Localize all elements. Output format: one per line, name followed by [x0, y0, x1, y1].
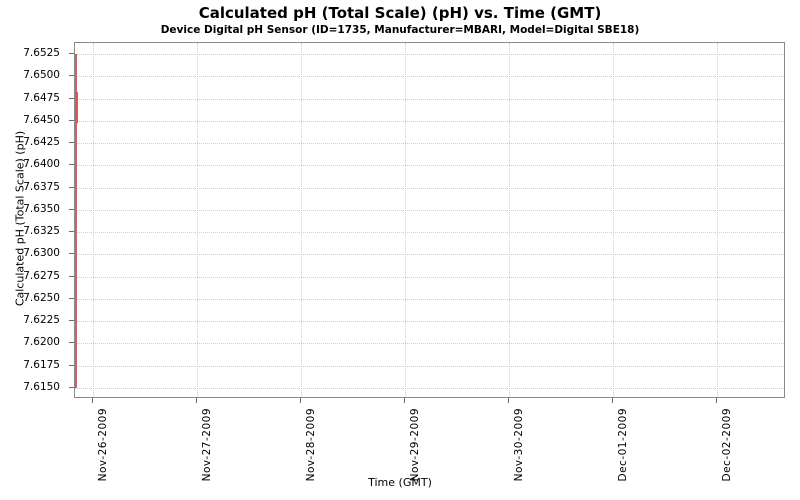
y-axis-tick-label: 7.6175 — [23, 358, 60, 371]
x-axis-tick-mark — [612, 398, 613, 403]
x-axis-tick-label: Dec-01-2009 — [617, 408, 629, 482]
y-axis-tick-label: 7.6250 — [23, 291, 60, 304]
x-axis-tick-label: Nov-29-2009 — [409, 408, 421, 482]
x-axis-tick-label: Nov-28-2009 — [305, 408, 317, 482]
series-layer — [75, 43, 784, 397]
x-axis-tick-mark — [300, 398, 301, 403]
gridline-vertical — [405, 43, 406, 397]
chart-subtitle: Device Digital pH Sensor (ID=1735, Manuf… — [160, 24, 640, 36]
y-axis-tick-label: 7.6225 — [23, 314, 60, 327]
y-axis-tick-labels: 7.6150 7.6175 7.6200 7.6225 7.6250 7.6275 7.63… — [0, 42, 68, 398]
gridline-horizontal — [75, 120, 784, 122]
gridline-vertical — [509, 43, 510, 397]
y-axis-tick-label: 7.6350 — [23, 202, 60, 215]
series-trace — [75, 54, 77, 388]
x-axis-tick-mark — [508, 398, 509, 403]
x-axis-tick-label: Nov-30-2009 — [513, 408, 525, 482]
x-axis-tick-mark — [404, 398, 405, 403]
y-axis-tick-mark — [69, 97, 74, 99]
x-axis-tick-label: Dec-02-2009 — [721, 408, 733, 482]
y-axis-tick-label: 7.6525 — [23, 47, 60, 60]
gridline-horizontal — [75, 143, 784, 145]
gridline-horizontal — [75, 254, 784, 256]
gridline-vertical — [613, 43, 614, 397]
y-axis-tick-mark — [69, 297, 74, 299]
x-axis-tick-mark — [196, 398, 197, 403]
y-axis-tick-label: 7.6475 — [23, 91, 60, 104]
x-axis-tick-label: Nov-27-2009 — [201, 408, 213, 482]
gridline-horizontal — [75, 76, 784, 78]
x-axis-title: Time (GMT) — [368, 476, 432, 489]
gridline-horizontal — [75, 276, 784, 278]
gridline-horizontal — [75, 387, 784, 389]
y-axis-tick-label: 7.6200 — [23, 336, 60, 349]
gridline-horizontal — [75, 209, 784, 211]
y-axis-tick-label: 7.6375 — [23, 180, 60, 193]
y-axis-tick-mark — [69, 364, 74, 366]
plot-area — [74, 42, 785, 398]
gridline-vertical — [197, 43, 198, 397]
gridline-vertical — [717, 43, 718, 397]
y-axis-tick-mark — [69, 142, 74, 144]
y-axis-tick-mark — [69, 186, 74, 188]
chart-title: Calculated pH (Total Scale) (pH) vs. Tim… — [198, 4, 602, 22]
y-axis-tick-mark — [69, 231, 74, 233]
gridline-horizontal — [75, 165, 784, 167]
y-axis-tick-label: 7.6500 — [23, 69, 60, 82]
y-axis-tick-label: 7.6275 — [23, 269, 60, 282]
gridline-horizontal — [75, 321, 784, 323]
gridline-horizontal — [75, 365, 784, 367]
series-trace-dense-segment — [75, 92, 78, 123]
gridline-vertical — [93, 43, 94, 397]
y-axis-tick-mark — [69, 53, 74, 55]
y-axis-tick-mark — [69, 208, 74, 210]
y-axis-tick-label: 7.6150 — [23, 380, 60, 393]
y-axis-tick-mark — [69, 320, 74, 322]
y-axis-tick-mark — [69, 119, 74, 121]
y-axis-tick-mark — [69, 75, 74, 77]
y-axis-title: Calculated pH (Total Scale) (pH) — [13, 130, 27, 307]
y-axis-tick-mark — [69, 164, 74, 166]
y-axis-tick-mark — [69, 275, 74, 277]
x-axis-tick-mark — [716, 398, 717, 403]
gridline-vertical — [301, 43, 302, 397]
y-axis-tick-label: 7.6450 — [23, 113, 60, 126]
gridline-horizontal — [75, 298, 784, 300]
y-axis-tick-label: 7.6425 — [23, 136, 60, 149]
y-axis-tick-label: 7.6300 — [23, 247, 60, 260]
gridline-horizontal — [75, 98, 784, 100]
gridline-horizontal — [75, 54, 784, 56]
x-axis-tick-label: Nov-26-2009 — [97, 408, 109, 482]
y-axis-tick-mark — [69, 253, 74, 255]
gridline-horizontal — [75, 232, 784, 234]
y-axis-tick-mark — [69, 342, 74, 344]
y-axis-tick-label: 7.6400 — [23, 158, 60, 171]
y-axis-tick-mark — [69, 386, 74, 388]
x-axis-tick-mark — [92, 398, 93, 403]
gridline-horizontal — [75, 343, 784, 345]
gridline-horizontal — [75, 187, 784, 189]
y-axis-tick-label: 7.6325 — [23, 225, 60, 238]
